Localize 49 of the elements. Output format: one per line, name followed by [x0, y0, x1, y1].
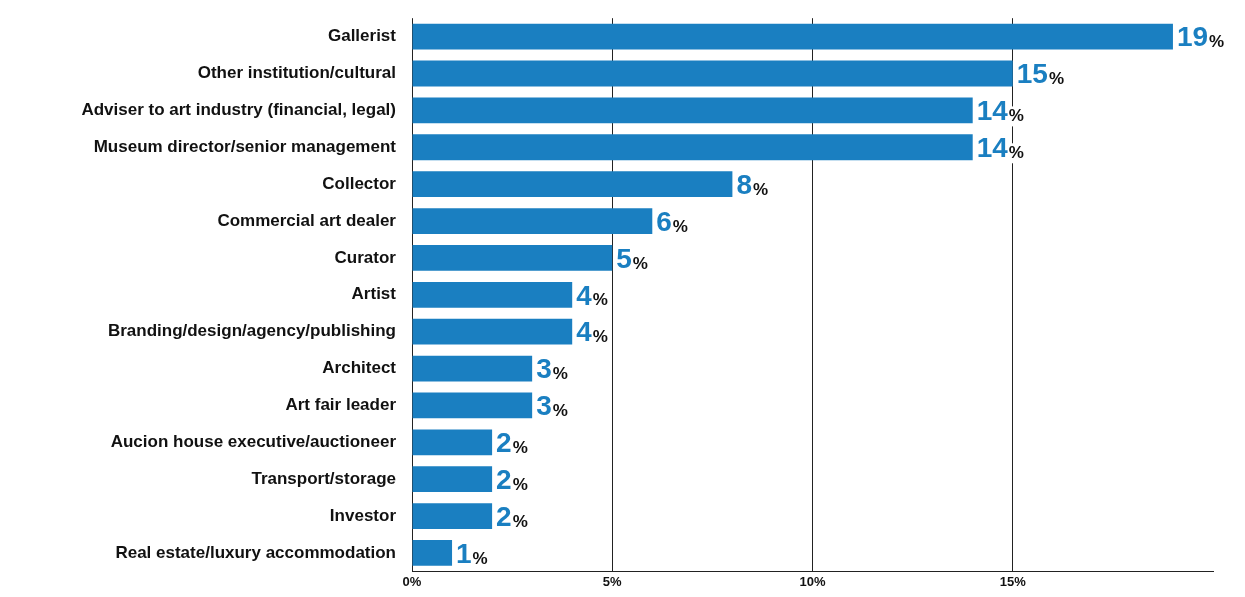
bar	[412, 540, 453, 566]
data-label: 4%	[576, 279, 608, 311]
y-tick-label: Gallerist	[327, 26, 397, 46]
data-label: 8%	[736, 168, 769, 200]
y-tick-label: Aucion house executive/auctioneer	[110, 432, 397, 452]
data-label: 1%	[456, 537, 488, 569]
x-tick-label: 5%	[602, 573, 623, 589]
x-tick-label: 10%	[799, 573, 826, 589]
data-label: 15%	[1016, 58, 1065, 90]
bar	[412, 466, 493, 493]
y-tick-label: Curator	[334, 247, 397, 267]
y-tick-label: Collector	[322, 173, 397, 193]
y-tick-label: Commercial art dealer	[217, 210, 397, 230]
bar	[412, 392, 533, 419]
bar	[412, 503, 493, 529]
bar	[412, 97, 973, 124]
data-label: 3%	[536, 390, 568, 422]
bar	[412, 134, 973, 161]
bar	[412, 318, 573, 345]
bar	[412, 429, 493, 456]
data-label: 19%	[1176, 21, 1225, 53]
bar	[412, 355, 533, 382]
bar	[412, 60, 1013, 87]
y-tick-label: Museum director/senior management	[93, 136, 397, 156]
y-tick-label: Real estate/luxury accommodation	[115, 542, 396, 562]
y-tick-label: Branding/design/agency/publishing	[107, 321, 396, 341]
data-label: 2%	[496, 427, 528, 459]
y-tick-label: Transport/storage	[251, 468, 396, 488]
x-tick-label: 0%	[402, 573, 422, 589]
data-label: 3%	[536, 353, 568, 385]
data-label: 14%	[976, 95, 1024, 127]
bar	[412, 245, 613, 271]
bar	[412, 23, 1173, 50]
data-label: 2%	[496, 463, 528, 495]
bar	[412, 171, 733, 198]
y-tick-label: Adviser to art industry (financial, legal)	[81, 100, 396, 120]
bar	[412, 281, 573, 308]
y-tick-label: Art fair leader	[285, 395, 397, 415]
data-label: 4%	[576, 316, 608, 348]
y-tick-label: Investor	[329, 505, 397, 525]
data-label: 5%	[616, 242, 648, 274]
y-tick-label: Other institution/cultural	[197, 63, 396, 83]
y-tick-label: Artist	[351, 284, 397, 304]
y-tick-label: Architect	[322, 358, 397, 378]
bar	[412, 208, 653, 234]
data-label: 6%	[656, 205, 688, 237]
data-label: 2%	[496, 500, 528, 532]
x-tick-label: 15%	[999, 573, 1027, 589]
data-label: 14%	[976, 132, 1024, 163]
